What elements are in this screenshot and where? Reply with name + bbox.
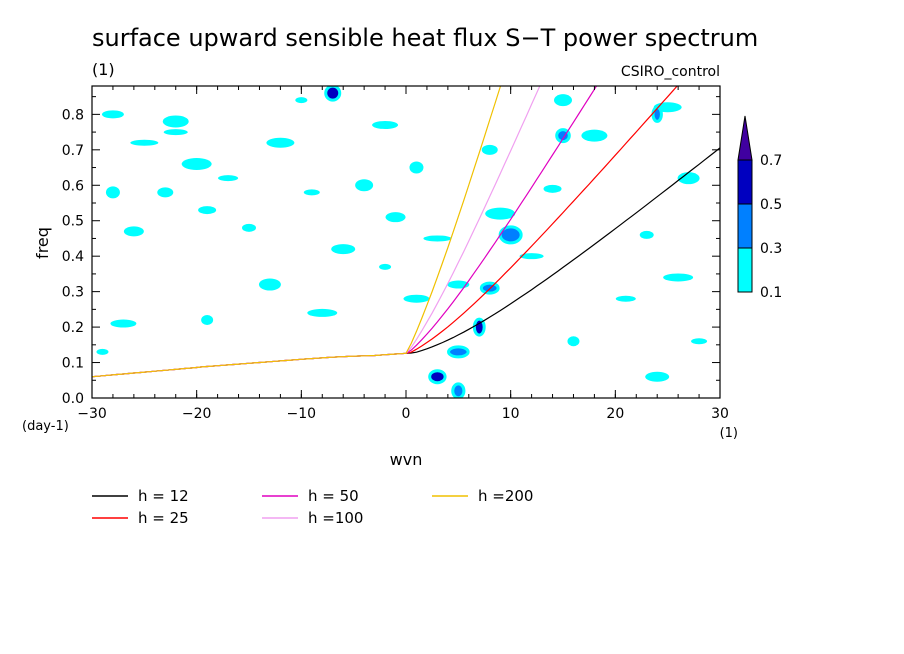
legend-label: h =200 [478, 487, 533, 505]
y-tick-label: 0.1 [62, 356, 84, 372]
y-tick-label: 0.3 [62, 285, 84, 301]
x-tick-label: −10 [287, 406, 317, 422]
spectral-blob [663, 273, 694, 282]
spectral-blob [198, 206, 217, 215]
colorbar-label: 0.3 [760, 241, 782, 257]
plot-inner [92, 86, 720, 398]
spectral-blob [472, 317, 486, 337]
y-unit-label: (day-1) [22, 419, 69, 434]
spectral-blob [567, 336, 580, 347]
dispersion-curve [92, 86, 502, 378]
spectral-blob [385, 212, 406, 223]
colorbar-segment [737, 203, 753, 249]
spectral-blob [242, 223, 256, 232]
chart-title: surface upward sensible heat flux S−T po… [92, 24, 758, 52]
model-label: CSIRO_control [621, 64, 720, 80]
colorbar: 0.1 0.3 0.5 0.7 [737, 115, 782, 301]
y-tick-label: 0.5 [62, 214, 84, 230]
y-tick-label: 0.7 [62, 143, 84, 159]
x-tick-label: −20 [182, 406, 212, 422]
x-tick-label: 20 [606, 406, 624, 422]
spectral-blob [266, 137, 295, 148]
legend-label: h = 50 [308, 487, 359, 505]
spectral-blob [519, 253, 544, 260]
spectral-blob [372, 121, 399, 129]
colorbar-arrow [737, 115, 753, 161]
spectral-blob [201, 315, 214, 325]
colorbar-segment [737, 159, 753, 205]
units-label: (1) [92, 60, 115, 79]
spectral-blob [181, 158, 212, 170]
x-axis-label: wvn [390, 450, 423, 469]
spectral-blob [409, 161, 424, 174]
spectral-blob [355, 179, 374, 192]
spectral-blob [451, 382, 466, 398]
x-tick-label: −30 [77, 406, 107, 422]
spectral-blob [101, 110, 124, 119]
legend: h = 12 h = 25 h = 50 h =100 h =200 [92, 487, 533, 527]
x-tick-label: 0 [402, 406, 411, 422]
colorbar-segment [737, 247, 753, 293]
spectral-blob [218, 175, 239, 182]
spectral-blob [645, 371, 670, 382]
colorbar-label: 0.5 [760, 197, 782, 213]
spectral-blob [379, 263, 392, 270]
spectral-blob [96, 348, 109, 355]
dispersion-curve [92, 86, 541, 378]
y-tick-label: 0.6 [62, 178, 84, 194]
legend-label: h =100 [308, 509, 363, 527]
legend-label: h = 25 [138, 509, 189, 527]
spectral-blob [303, 189, 320, 196]
spectral-blob [295, 97, 308, 104]
spectral-blob [651, 105, 663, 123]
spectral-blob [105, 186, 120, 199]
x-tick-label: 30 [711, 406, 729, 422]
spectral-blob [331, 244, 356, 255]
spectral-blob [481, 144, 498, 155]
y-tick-label: 0.2 [62, 320, 84, 336]
dispersion-curve [92, 147, 720, 378]
spectral-blob [543, 184, 562, 193]
legend-label: h = 12 [138, 487, 189, 505]
spectral-blob [554, 94, 572, 107]
spectral-blob [163, 129, 188, 136]
spectral-blob [691, 338, 708, 345]
spectral-blob [581, 129, 608, 142]
x-tick-label: 10 [502, 406, 520, 422]
colorbar-label: 0.1 [760, 285, 782, 301]
spectral-blob [123, 226, 144, 237]
y-tick-label: 0.8 [62, 107, 84, 123]
spectral-blob [157, 187, 174, 198]
spectral-blob [258, 278, 281, 291]
spectral-blob [615, 295, 636, 302]
spectral-blob [110, 319, 137, 328]
spectral-blob [677, 172, 700, 185]
spectral-blob [447, 345, 470, 359]
spectral-blob [324, 86, 342, 102]
colorbar-label: 0.7 [760, 153, 782, 169]
x-unit-label: (1) [720, 426, 738, 441]
y-tick-label: 0.4 [62, 249, 84, 265]
spectral-blob [307, 308, 338, 317]
spectral-blob [130, 139, 159, 146]
spectral-blob [639, 230, 654, 239]
spectral-blob [485, 207, 516, 220]
dispersion-curve [92, 86, 598, 378]
spectral-blob [428, 369, 447, 385]
spectral-blob [403, 294, 430, 303]
plot-area: −30 −20 −10 0 10 20 30 0.0 0.1 0.2 0.3 0.4 0.5 0.6 0.7… [62, 85, 729, 422]
spectral-blob [162, 115, 189, 128]
y-tick-label: 0.0 [62, 391, 84, 407]
y-axis-label: freq [33, 227, 52, 259]
spectral-blob [423, 235, 452, 242]
